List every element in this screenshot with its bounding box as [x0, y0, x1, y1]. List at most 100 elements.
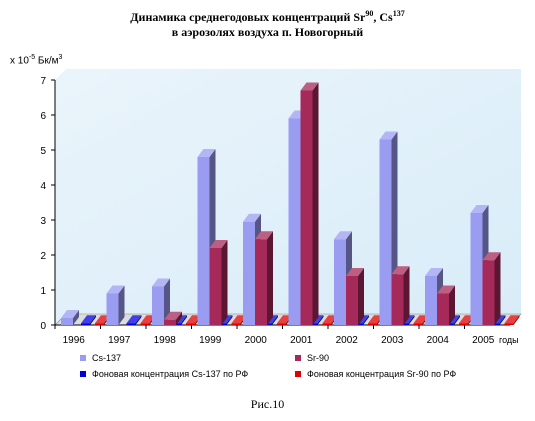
bar-bg-cs137-top	[126, 315, 142, 324]
bar-bg-sr90	[504, 315, 520, 325]
bar-cs137-front	[152, 286, 164, 325]
bar-sr90-top	[482, 252, 501, 261]
bar-bg-cs137-side	[135, 315, 142, 325]
bar-cs137-front	[61, 318, 73, 325]
legend-label-sr90: Sr-90	[307, 353, 330, 363]
bar-cs137-front	[243, 221, 255, 325]
bar-sr90-front	[164, 319, 176, 325]
x-tick-label: 1996	[63, 335, 86, 346]
x-axis-unit: годы	[499, 335, 519, 345]
bar-bg-cs137-side	[181, 315, 187, 325]
x-tick-label: 2001	[290, 335, 313, 346]
bar-sr90-side	[358, 268, 364, 325]
legend-item-bg-sr90: Фоновая концентрация Sr-90 по РФ	[295, 369, 456, 379]
legend-swatch-sr90	[295, 355, 301, 361]
bar-sr90-top	[255, 231, 273, 240]
bar-cs137-top	[197, 149, 216, 157]
bar-sr90-side	[312, 82, 319, 325]
bar-bg-cs137-side	[408, 315, 415, 325]
bar-bg-sr90-front	[459, 323, 468, 325]
bar-bg-cs137	[126, 315, 142, 325]
y-tick-label: 2	[40, 251, 46, 262]
bar-sr90-top	[209, 240, 228, 248]
y-tick-label: 5	[40, 146, 46, 157]
bar-cs137	[61, 310, 79, 325]
bar-sr90-top	[300, 82, 319, 91]
bar-bg-sr90-top	[140, 315, 156, 324]
bar-cs137-front	[288, 118, 301, 325]
bar-cs137-side	[164, 278, 170, 325]
x-tick-label: 2002	[336, 335, 359, 346]
x-tick-label: 1998	[154, 335, 177, 346]
title-text-sr: Динамика среднегодовых концентраций Sr	[130, 10, 366, 24]
x-tick-label: 1997	[108, 335, 131, 346]
chart-title-line1: Динамика среднегодовых концентраций Sr90…	[0, 6, 535, 25]
bar-sr90-top	[164, 311, 182, 320]
y-axis-label: x 10-5 Бк/м3	[10, 54, 62, 66]
bar-sr90	[164, 311, 182, 325]
y-tick-label: 1	[40, 286, 46, 297]
bar-sr90-side	[267, 231, 273, 325]
legend-swatch-cs137	[80, 355, 86, 361]
bar-sr90-front	[482, 260, 495, 325]
bar-bg-sr90-front	[504, 323, 514, 325]
legend-item-bg-cs137: Фоновая концентрация Cs-137 по РФ	[80, 369, 248, 379]
x-tick-label: 2004	[427, 335, 450, 346]
ylabel-unit: Бк/м	[35, 55, 59, 67]
legend-item-cs137: Cs-137	[80, 353, 121, 363]
bar-cs137-front	[425, 276, 437, 325]
bar-bg-cs137-front	[126, 323, 136, 325]
bar-bg-sr90-top	[459, 315, 474, 324]
y-tick-label: 0	[40, 321, 46, 332]
bar-sr90-top	[346, 268, 364, 276]
bar-cs137-front	[197, 157, 210, 325]
bar-bg-cs137	[81, 315, 96, 325]
bar-cs137-top	[243, 213, 261, 222]
bar-bg-sr90-top	[277, 315, 292, 324]
bar-sr90-side	[403, 266, 410, 325]
bar-sr90-front	[391, 274, 404, 325]
bar-cs137-top	[379, 131, 398, 140]
bar-sr90-side	[176, 311, 182, 325]
bar-bg-sr90-front	[322, 323, 332, 325]
chart-back-wall	[55, 69, 521, 325]
bar-cs137-top	[334, 231, 352, 240]
y-tick-label: 7	[40, 76, 46, 87]
bar-cs137-top	[425, 268, 443, 276]
bar-bg-cs137-side	[226, 315, 233, 325]
bar-bg-sr90-front	[231, 323, 241, 325]
x-tick-label: 2005	[472, 335, 495, 346]
bar-bg-sr90-top	[186, 315, 201, 324]
chart-title-line2: в аэрозолях воздуха п. Новогорный	[171, 25, 364, 39]
bar-bg-cs137-side	[363, 315, 369, 325]
bar-cs137-front	[379, 139, 392, 325]
chart-title: Динамика среднегодовых концентраций Sr90…	[0, 6, 535, 40]
title-sup-cs: 137	[392, 9, 405, 18]
bar-bg-sr90-front	[413, 323, 423, 325]
bar-bg-sr90-front	[186, 323, 195, 325]
bar-bg-sr90-front	[140, 323, 150, 325]
bar-sr90-front	[255, 239, 267, 325]
bar-cs137-front	[470, 213, 483, 325]
x-tick-label: 1999	[199, 335, 222, 346]
legend-swatch-bg-sr90	[295, 371, 301, 377]
legend-item-sr90: Sr-90	[295, 353, 329, 363]
bar-bg-sr90-top	[368, 315, 383, 324]
bar-sr90	[346, 268, 364, 325]
legend-swatch-bg-cs137	[80, 371, 86, 377]
x-tick-label: 2000	[245, 335, 268, 346]
bar-bg-cs137-side	[454, 315, 460, 325]
ylabel-prefix: x 10	[10, 55, 29, 67]
legend-label-bg-sr90: Фоновая концентрация Sr-90 по РФ	[307, 369, 457, 379]
bar-bg-sr90-front	[95, 323, 104, 325]
bar-bg-cs137-front	[81, 323, 90, 325]
x-tick-label: 2003	[381, 335, 404, 346]
legend-label-bg-cs137: Фоновая концентрация Cs-137 по РФ	[92, 369, 249, 379]
bar-cs137-top	[106, 285, 125, 294]
bar-cs137	[106, 285, 125, 325]
bar-bg-cs137-top	[81, 315, 96, 324]
bar-cs137-top	[152, 278, 170, 287]
bar-bg-cs137-side	[90, 315, 96, 325]
bar-sr90-front	[437, 293, 449, 325]
